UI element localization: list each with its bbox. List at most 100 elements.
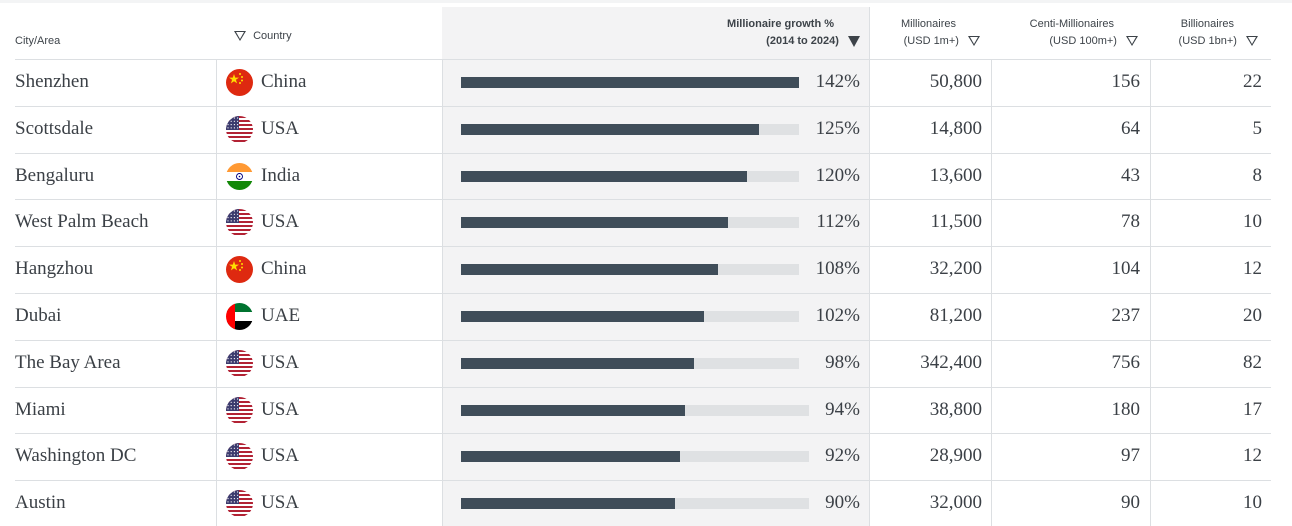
row-divider <box>15 152 1271 154</box>
growth-bar-fill <box>461 404 685 416</box>
growth-percent: 142% <box>815 71 860 92</box>
usa-flag-icon <box>226 349 253 377</box>
millionaires-count: 32,000 <box>929 492 982 514</box>
millionaires-count: 50,800 <box>929 71 982 92</box>
billionaires-count: 17 <box>1243 398 1262 420</box>
row-divider <box>15 293 1271 294</box>
sort-icon[interactable] <box>1126 36 1138 47</box>
growth-bar-fill <box>461 123 759 135</box>
growth-percent: 120% <box>815 164 860 186</box>
growth-bar-fill <box>461 217 728 229</box>
top-border <box>0 0 1292 3</box>
centi-millionaires-count: 156 <box>1111 71 1141 92</box>
millionaires-count: 28,900 <box>929 445 982 467</box>
growth-bar-fill <box>461 357 694 369</box>
row-divider <box>15 246 1271 248</box>
growth-bar-fill <box>461 451 680 463</box>
table-row[interactable]: West Palm Beach USA 112% 11,500 78 10 <box>0 199 1292 245</box>
table-row[interactable]: Bengaluru India 120% 13,600 43 8 <box>0 153 1292 199</box>
centi-millionaires-count: 64 <box>1121 117 1140 139</box>
growth-percent: 108% <box>815 258 860 280</box>
growth-percent: 112% <box>816 211 860 233</box>
country-name: USA <box>261 117 300 139</box>
header-billionaires[interactable]: Billionaires (USD 1bn+) <box>1150 16 1258 50</box>
growth-percent: 90% <box>825 492 860 514</box>
growth-bar-fill <box>461 498 675 510</box>
china-flag-icon <box>226 256 253 284</box>
uae-flag-icon <box>226 303 253 330</box>
table-row[interactable]: Miami USA 94% 38,800 180 17 <box>0 387 1292 433</box>
usa-flag-icon <box>226 443 253 471</box>
table-row[interactable]: The Bay Area USA 98% 342,400 756 82 <box>0 340 1292 386</box>
growth-bar-track <box>461 311 799 322</box>
growth-bar-track <box>461 123 799 135</box>
city-name: West Palm Beach <box>15 211 149 233</box>
growth-bar-fill <box>461 264 718 276</box>
millionaires-count: 11,500 <box>930 211 982 233</box>
header-country[interactable]: Country <box>234 28 292 45</box>
column-divider <box>869 7 870 526</box>
city-name: Hangzhou <box>15 258 94 280</box>
usa-flag-icon <box>226 490 253 518</box>
growth-bar-track <box>461 77 799 88</box>
table-row[interactable]: Shenzhen China 142% 50,800 156 22 <box>0 59 1292 105</box>
centi-millionaires-count: 78 <box>1121 211 1140 233</box>
usa-flag-icon <box>226 396 253 424</box>
row-divider <box>15 480 1271 482</box>
country-name: China <box>261 258 307 280</box>
table-row[interactable]: Austin USA 90% 32,000 90 10 <box>0 480 1292 526</box>
country-name: USA <box>261 445 300 467</box>
sort-icon[interactable] <box>234 31 246 42</box>
header-city[interactable]: City/Area <box>15 35 61 47</box>
country-name: USA <box>261 398 300 420</box>
header-millionaires[interactable]: Millionaires (USD 1m+) <box>860 16 980 50</box>
sort-icon[interactable] <box>1246 36 1258 47</box>
city-name: Miami <box>15 398 66 420</box>
row-divider <box>15 105 1271 107</box>
table-row[interactable]: Dubai UAE 102% 81,200 237 20 <box>0 293 1292 339</box>
millionaires-count: 38,800 <box>929 398 982 420</box>
city-name: Washington DC <box>15 445 137 467</box>
centi-millionaires-count: 97 <box>1121 445 1140 467</box>
header-growth[interactable]: Millionaire growth % (2014 to 2024) <box>660 16 860 50</box>
table-row[interactable]: Washington DC USA 92% 28,900 97 12 <box>0 433 1292 479</box>
table-row[interactable]: Hangzhou China 108% 32,200 104 12 <box>0 246 1292 292</box>
millionaires-count: 14,800 <box>929 117 982 139</box>
billionaires-count: 10 <box>1243 492 1262 514</box>
billionaires-count: 20 <box>1243 305 1262 326</box>
growth-percent: 98% <box>825 351 860 373</box>
table-row[interactable]: Scottsdale USA 125% 14,800 64 5 <box>0 106 1292 152</box>
growth-bar-track <box>461 264 799 276</box>
country-name: China <box>261 71 307 92</box>
header-centi-millionaires[interactable]: Centi-Millionaires (USD 100m+) <box>990 16 1138 50</box>
india-flag-icon <box>226 162 253 190</box>
city-name: Austin <box>15 492 66 514</box>
billionaires-count: 5 <box>1252 117 1263 139</box>
column-divider <box>991 59 992 526</box>
centi-millionaires-count: 237 <box>1111 305 1141 326</box>
growth-bar-track <box>461 498 809 510</box>
row-divider <box>15 199 1271 201</box>
billionaires-count: 12 <box>1243 445 1262 467</box>
city-name: Dubai <box>15 305 62 326</box>
column-divider <box>1150 59 1151 526</box>
growth-bar-track <box>461 404 809 416</box>
growth-bar-fill <box>461 77 799 88</box>
growth-bar-fill <box>461 170 747 182</box>
sort-icon[interactable] <box>968 36 980 47</box>
growth-percent: 94% <box>825 398 860 420</box>
billionaires-count: 82 <box>1243 351 1262 373</box>
millionaires-count: 32,200 <box>929 258 982 280</box>
centi-millionaires-count: 756 <box>1111 351 1141 373</box>
china-flag-icon <box>226 69 253 96</box>
growth-bar-track <box>461 451 809 463</box>
country-name: USA <box>261 492 300 514</box>
row-divider <box>15 433 1271 435</box>
city-name: Bengaluru <box>15 164 95 186</box>
row-divider <box>15 386 1271 388</box>
millionaires-count: 81,200 <box>929 305 982 326</box>
country-name: USA <box>261 351 300 373</box>
millionaires-count: 13,600 <box>929 164 982 186</box>
growth-percent: 102% <box>815 305 860 326</box>
sort-descending-icon[interactable] <box>848 35 860 47</box>
